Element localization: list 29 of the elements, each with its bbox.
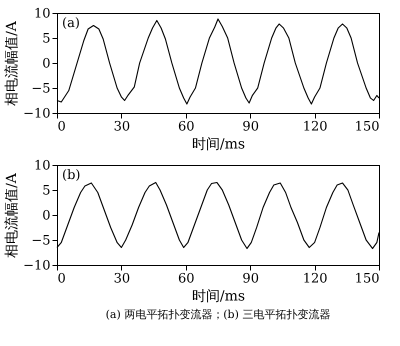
y-tick-label: −5 [31, 82, 50, 96]
text: (a) 两电平拓扑变流器；(b) 三电平拓扑变流器 [106, 308, 330, 321]
x-tick-label: 0 [58, 272, 66, 286]
y-tick-label: 0 [42, 208, 50, 224]
y-tick-label: 5 [42, 32, 50, 46]
annotation: (b) [62, 168, 80, 183]
y-tick-label: −10 [23, 258, 50, 274]
x-tick-label: 0 [58, 120, 66, 134]
x-tick-label: 120 [302, 120, 328, 134]
x-axis-title: 时间/ms [192, 288, 246, 304]
x-tick-label: 120 [302, 272, 328, 286]
x-tick-label: 150 [354, 120, 380, 134]
x-tick-label: 60 [178, 272, 195, 286]
x-tick-label: 90 [242, 120, 259, 134]
y-tick-label: −5 [31, 234, 50, 248]
y-axis-title: 相电流幅值/A [4, 20, 20, 106]
x-tick-label: 60 [178, 120, 195, 134]
y-tick-label: 0 [42, 56, 50, 72]
y-tick-label: −10 [23, 106, 50, 122]
y-axis-title: 相电流幅值/A [4, 172, 20, 258]
annotation: (a) [62, 16, 80, 31]
x-tick-label: 90 [242, 272, 259, 286]
x-tick-label: 150 [354, 272, 380, 286]
y-tick-label: 10 [34, 158, 50, 174]
x-tick-label: 30 [114, 120, 130, 134]
x-tick-label: 30 [114, 272, 130, 286]
y-tick-label: 5 [42, 184, 50, 198]
y-tick-label: 10 [34, 6, 50, 22]
x-axis-title: 时间/ms [192, 136, 246, 152]
